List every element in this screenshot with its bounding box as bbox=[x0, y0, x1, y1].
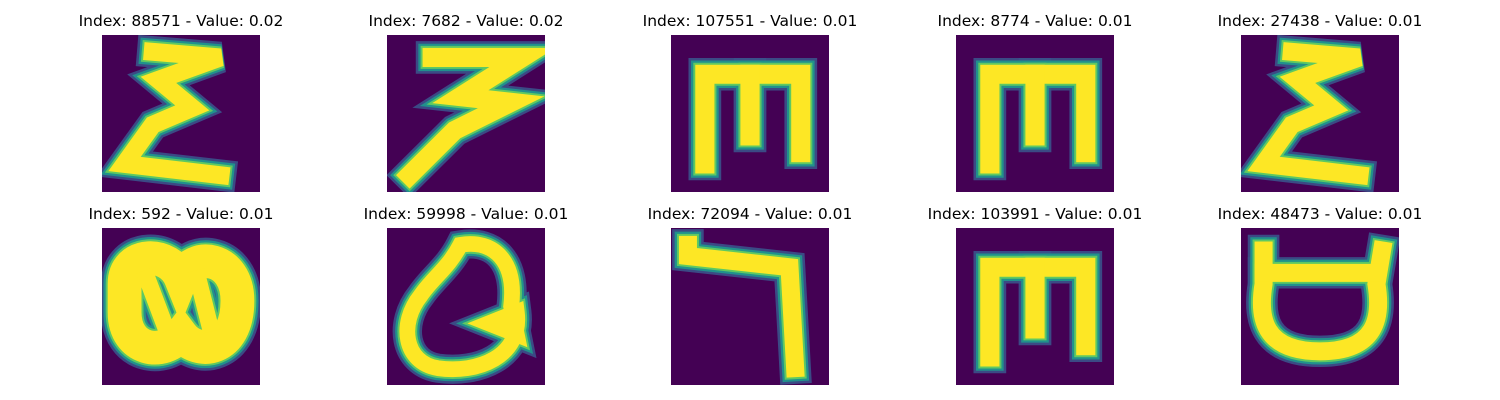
panel-title: Index: 103991 - Value: 0.01 bbox=[927, 205, 1143, 223]
character-image bbox=[1241, 35, 1399, 192]
panel-title: Index: 7682 - Value: 0.02 bbox=[368, 12, 564, 30]
character-image bbox=[1241, 228, 1399, 385]
panel-title: Index: 72094 - Value: 0.01 bbox=[647, 205, 853, 223]
panel-title: Index: 107551 - Value: 0.01 bbox=[642, 12, 858, 30]
character-image bbox=[671, 228, 829, 385]
character-image bbox=[956, 35, 1114, 192]
panel-title: Index: 59998 - Value: 0.01 bbox=[363, 205, 569, 223]
panel-title: Index: 48473 - Value: 0.01 bbox=[1217, 205, 1423, 223]
character-image bbox=[387, 35, 545, 192]
character-image bbox=[102, 228, 260, 385]
character-image bbox=[102, 35, 260, 192]
panel-title: Index: 8774 - Value: 0.01 bbox=[937, 12, 1133, 30]
panel-title: Index: 592 - Value: 0.01 bbox=[88, 205, 274, 223]
character-image bbox=[956, 228, 1114, 385]
character-image bbox=[387, 228, 545, 385]
character-image bbox=[671, 35, 829, 192]
panel-title: Index: 88571 - Value: 0.02 bbox=[78, 12, 284, 30]
panel-title: Index: 27438 - Value: 0.01 bbox=[1217, 12, 1423, 30]
